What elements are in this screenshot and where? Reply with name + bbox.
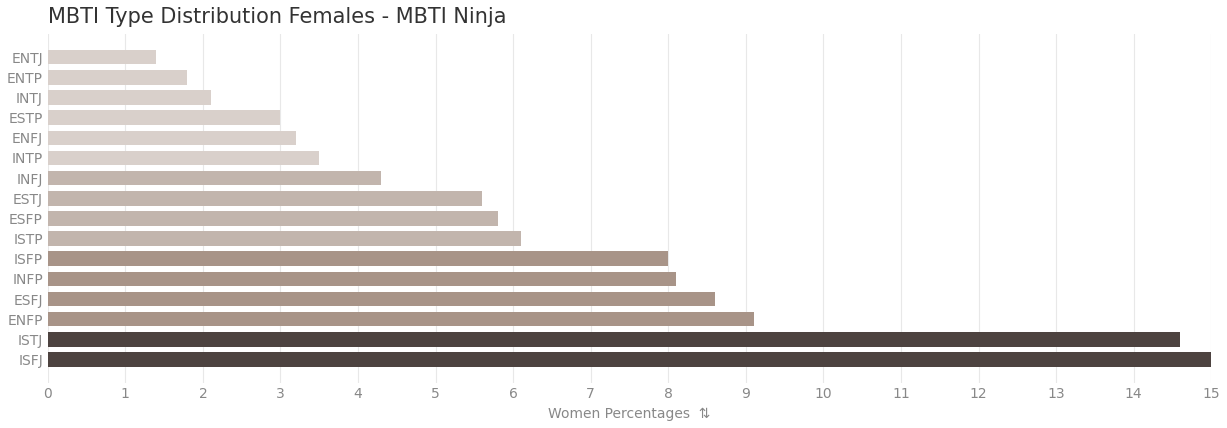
X-axis label: Women Percentages  ⇅: Women Percentages ⇅ [548,407,710,421]
Bar [48,252,669,266]
Bar [48,211,498,226]
Bar [48,50,156,65]
Text: MBTI Type Distribution Females - MBTI Ninja: MBTI Type Distribution Females - MBTI Ni… [48,7,507,27]
Bar [48,110,281,125]
Bar [48,231,521,246]
Bar [48,171,382,185]
Bar [48,191,482,205]
Bar [48,90,211,105]
Bar [48,151,319,165]
Bar [48,332,1180,347]
Bar [48,312,753,327]
Bar [48,272,676,286]
Bar [48,131,296,145]
Bar [48,292,715,306]
Bar [48,70,188,85]
Bar [48,352,1211,367]
